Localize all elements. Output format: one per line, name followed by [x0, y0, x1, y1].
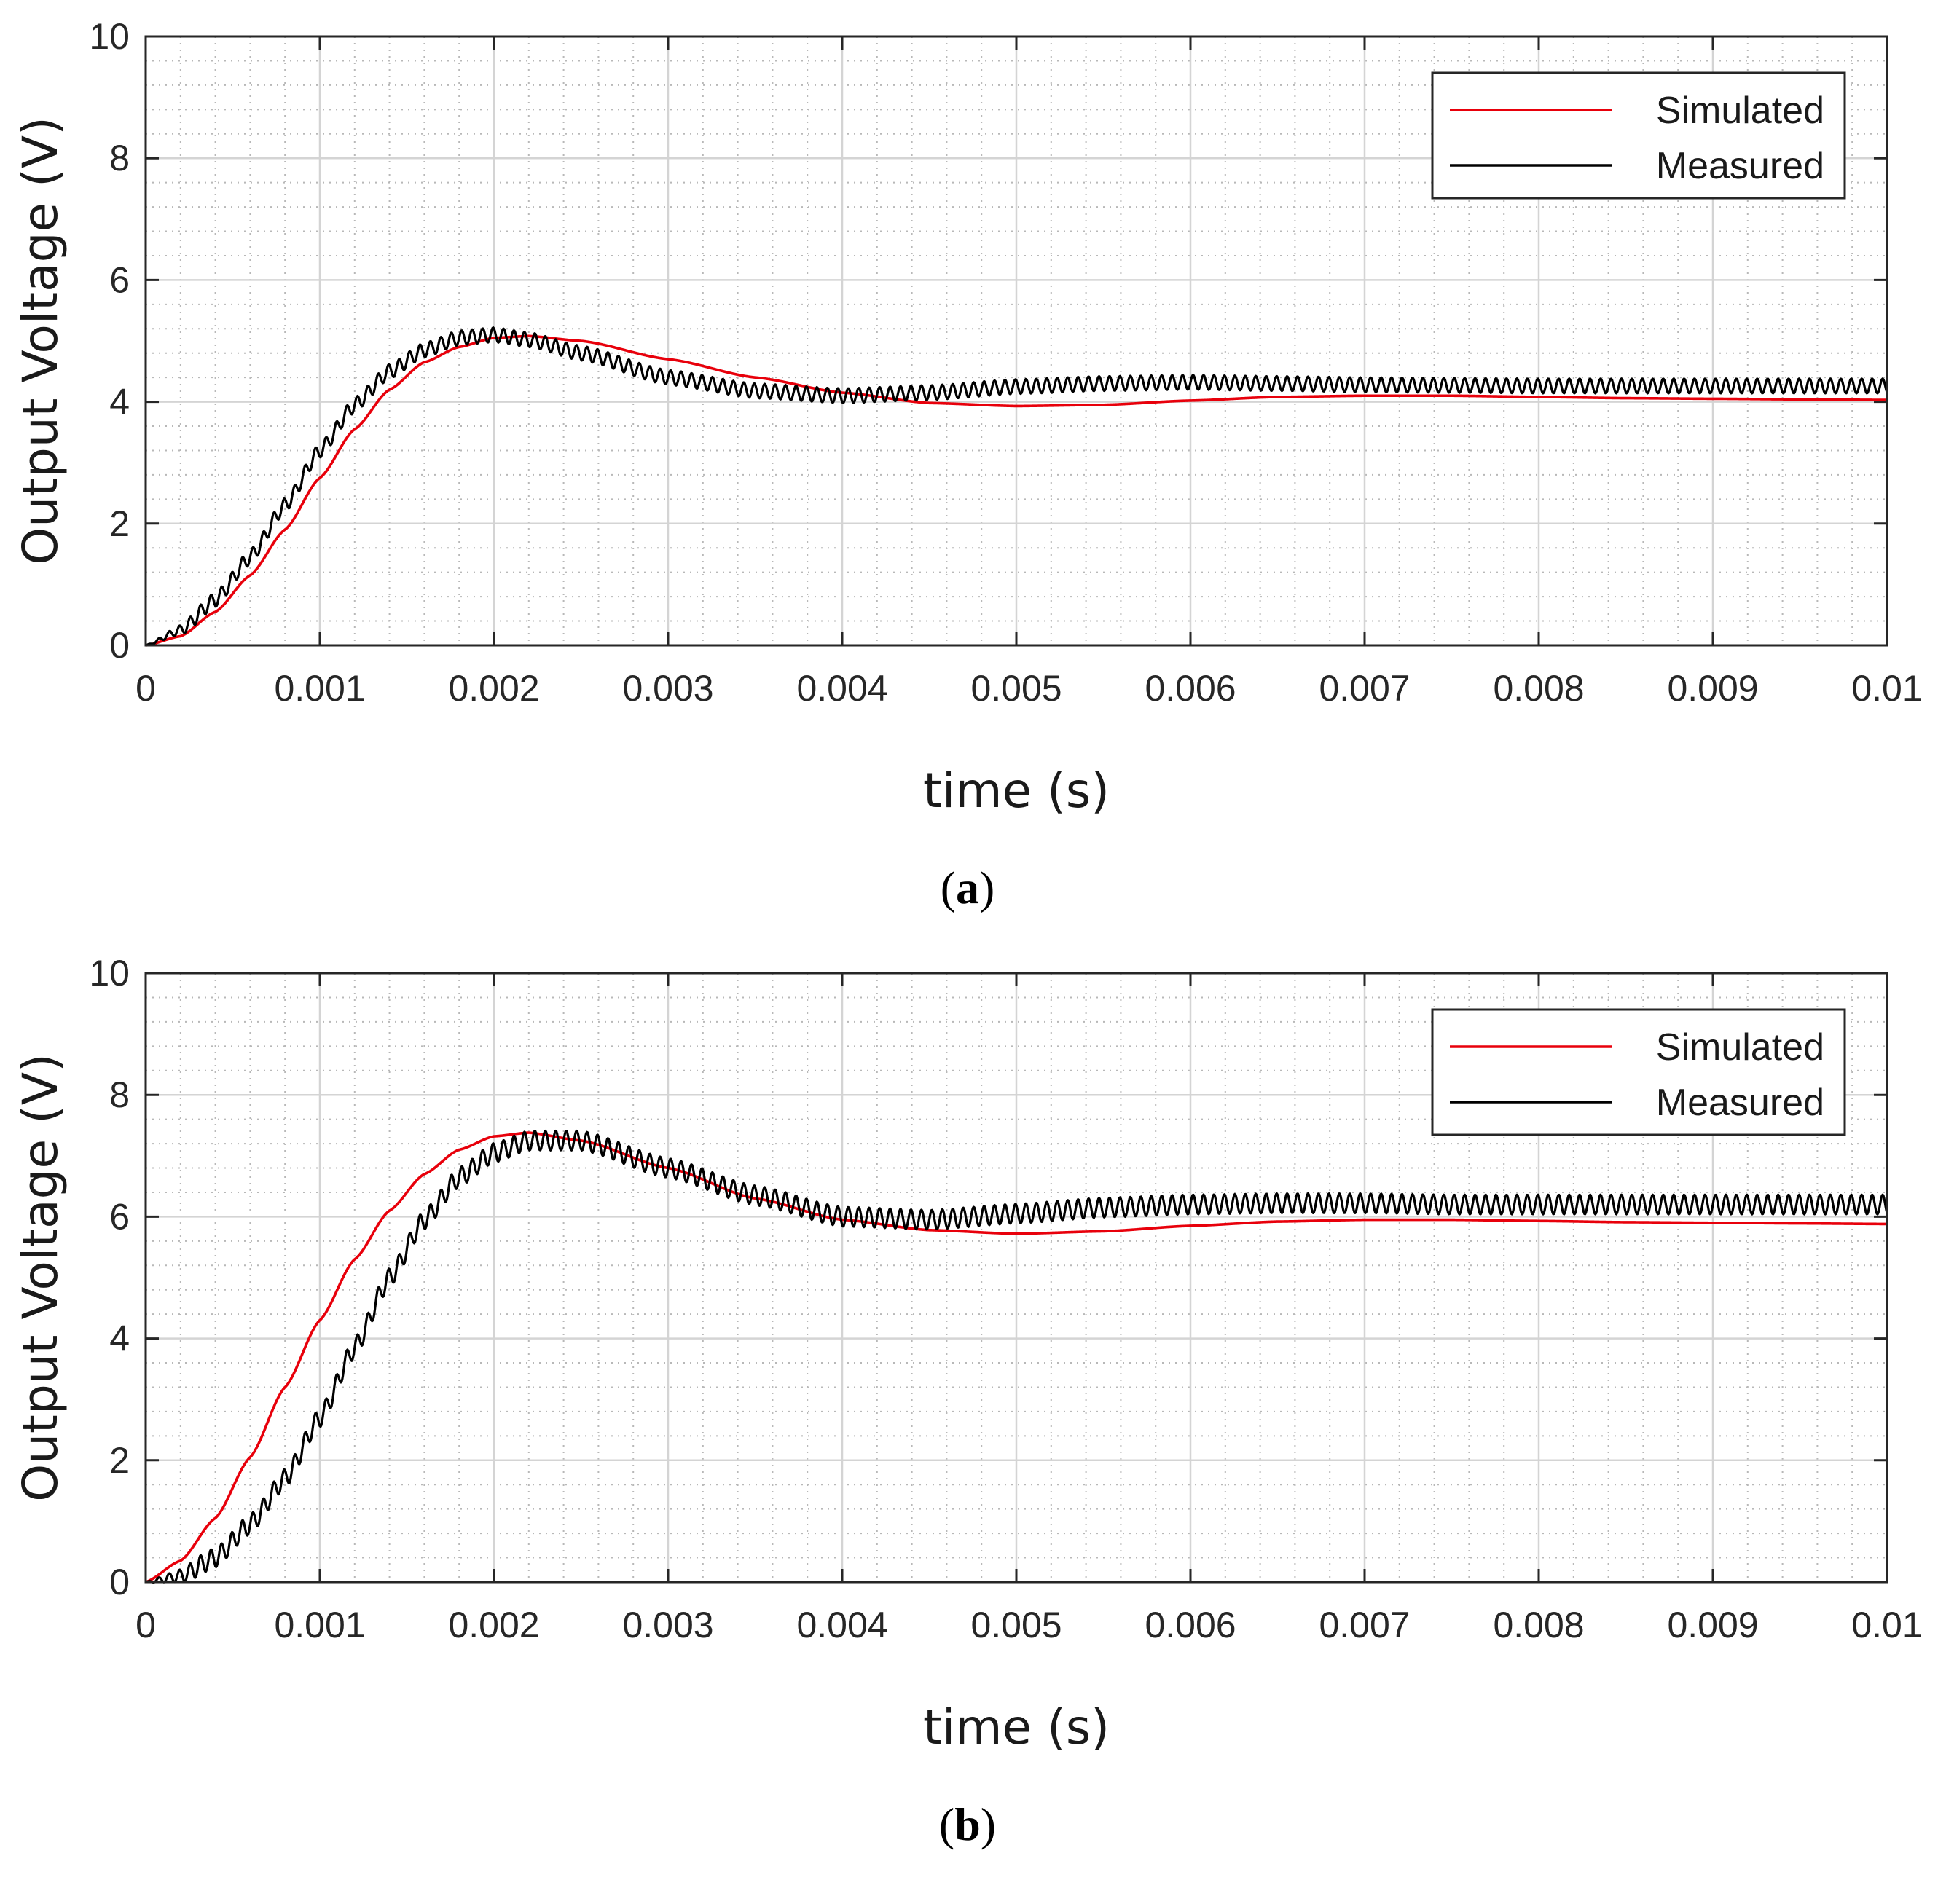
- x-tick-label: 0.003: [622, 668, 713, 709]
- series-line-measured: [145, 1129, 1888, 1584]
- x-tick-label: 0.001: [274, 1605, 365, 1645]
- legend-label-simulated: Simulated: [1656, 90, 1824, 132]
- y-axis-label: Output Voltage (V): [12, 1053, 68, 1501]
- x-tick-label: 0.006: [1145, 668, 1236, 709]
- legend-box: [1431, 71, 1846, 200]
- x-tick-label: 0.007: [1319, 668, 1410, 709]
- legend-label-measured: Measured: [1656, 1082, 1824, 1124]
- x-axis-label: time (s): [923, 1699, 1110, 1755]
- x-tick-label: 0.004: [796, 1605, 887, 1645]
- y-tick-label: 8: [109, 138, 130, 178]
- series-line-simulated: [145, 334, 1888, 647]
- x-tick-label: 0.002: [448, 1605, 539, 1645]
- x-tick-label: 0.005: [970, 668, 1062, 709]
- legend-box: [1431, 1008, 1846, 1136]
- x-tick-label: 0.002: [448, 668, 539, 709]
- y-tick-label: 0: [109, 1562, 130, 1602]
- x-tick-label: 0.01: [1851, 1605, 1922, 1645]
- y-tick-label: 8: [109, 1074, 130, 1115]
- panel-caption-letter: a: [956, 862, 979, 913]
- y-tick-label: 4: [109, 1318, 130, 1359]
- x-tick-label: 0.01: [1851, 668, 1922, 709]
- ticks: [144, 35, 1888, 647]
- y-tick-label: 4: [109, 382, 130, 422]
- y-tick-label: 10: [89, 16, 130, 57]
- series-layer: [145, 326, 1888, 647]
- y-tick-label: 6: [109, 1196, 130, 1237]
- legend: Simulated Measured: [1431, 71, 1846, 200]
- x-tick-label: 0.004: [796, 668, 887, 709]
- x-tick-label: 0.008: [1493, 1605, 1584, 1645]
- chart-panel-a: 0 0.001 0.002 0.003 0.004 0.005 0.006 0.007 0.00…: [12, 16, 1923, 913]
- legend-label-measured: Measured: [1656, 145, 1824, 187]
- x-tick-label: 0: [136, 668, 156, 709]
- x-tick-label: 0.006: [1145, 1605, 1236, 1645]
- y-tick-label: 2: [109, 1440, 130, 1481]
- x-tick-labels: 0 0.001 0.002 0.003 0.004 0.005 0.006 0.007 0.00…: [136, 1605, 1923, 1645]
- panel-caption-b: (b): [939, 1798, 996, 1850]
- x-tick-label: 0.008: [1493, 668, 1584, 709]
- chart-panel-b: 0 0.001 0.002 0.003 0.004 0.005 0.006 0.007 0.00…: [12, 953, 1923, 1850]
- x-tick-label: 0.009: [1667, 1605, 1758, 1645]
- series-line-measured: [145, 326, 1888, 647]
- series-line-simulated: [145, 1131, 1888, 1584]
- y-tick-label: 10: [89, 953, 130, 994]
- y-tick-label: 2: [109, 503, 130, 544]
- x-tick-label: 0.009: [1667, 668, 1758, 709]
- x-tick-label: 0.007: [1319, 1605, 1410, 1645]
- x-tick-label: 0: [136, 1605, 156, 1645]
- x-tick-label: 0.005: [970, 1605, 1062, 1645]
- x-tick-label: 0.003: [622, 1605, 713, 1645]
- y-axis-label: Output Voltage (V): [12, 117, 68, 564]
- panel-caption-letter: b: [954, 1798, 981, 1850]
- x-axis-label: time (s): [923, 763, 1110, 819]
- panel-caption-a: (a): [941, 862, 995, 913]
- y-tick-label: 6: [109, 259, 130, 300]
- x-tick-label: 0.001: [274, 668, 365, 709]
- y-tick-label: 0: [109, 625, 130, 666]
- x-tick-labels: 0 0.001 0.002 0.003 0.004 0.005 0.006 0.007 0.00…: [136, 668, 1923, 709]
- legend-label-simulated: Simulated: [1656, 1026, 1824, 1069]
- y-tick-labels: 0 2 4 6 8 10: [89, 16, 130, 666]
- series-layer: [145, 1129, 1888, 1584]
- ticks: [144, 972, 1888, 1584]
- y-tick-labels: 0 2 4 6 8 10: [89, 953, 130, 1602]
- legend: Simulated Measured: [1431, 1008, 1846, 1136]
